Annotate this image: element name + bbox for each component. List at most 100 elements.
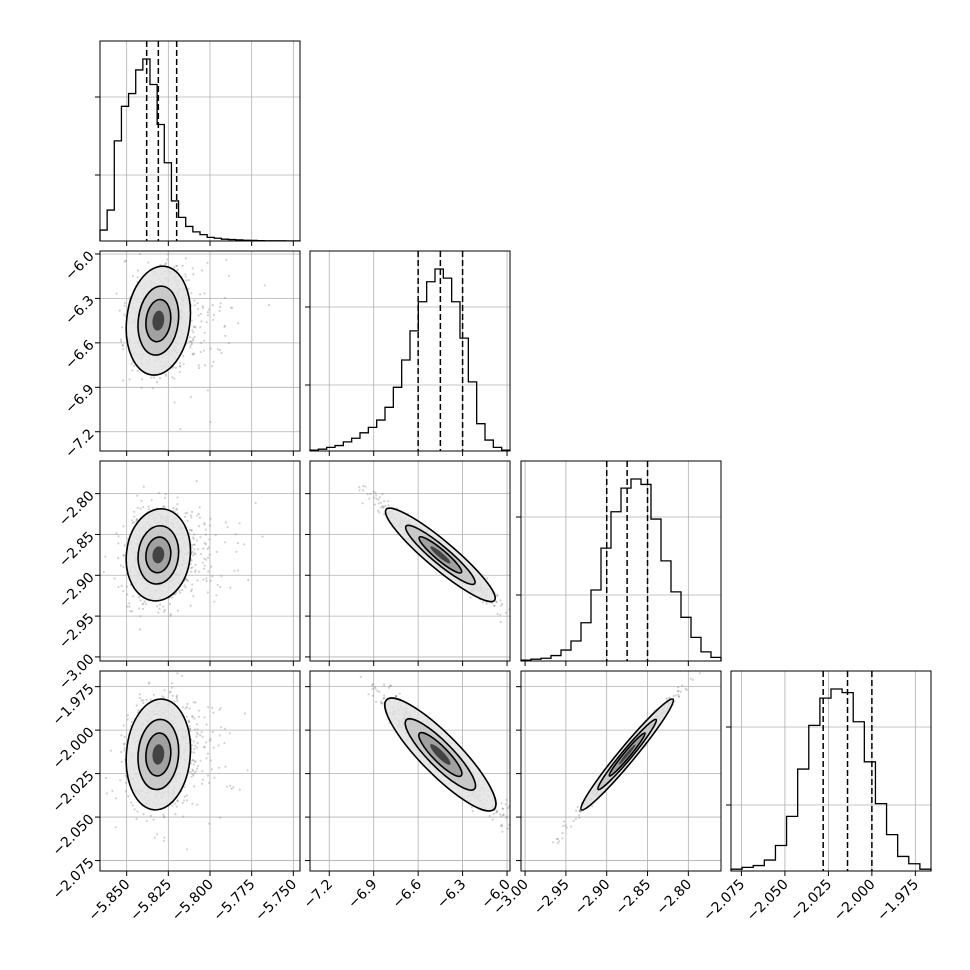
- sample-point: [195, 770, 198, 773]
- sample-point: [179, 591, 182, 595]
- sample-point: [122, 554, 125, 557]
- sample-point: [171, 694, 174, 697]
- sample-point: [127, 795, 130, 798]
- sample-point: [122, 379, 125, 382]
- sample-point: [388, 686, 391, 689]
- sample-point: [163, 610, 166, 613]
- sample-point: [183, 515, 187, 519]
- sample-point: [212, 313, 215, 316]
- sample-point: [578, 810, 581, 813]
- sample-point: [223, 325, 226, 328]
- sample-point: [142, 699, 145, 702]
- sample-point: [199, 552, 203, 556]
- sample-point: [197, 314, 200, 317]
- sample-point: [225, 258, 228, 261]
- sample-point: [188, 707, 191, 710]
- sample-point: [193, 751, 196, 754]
- sample-point: [182, 815, 185, 818]
- sample-point: [207, 570, 210, 573]
- sample-point: [193, 747, 196, 751]
- sample-point: [136, 494, 139, 497]
- sample-point: [192, 740, 195, 743]
- sample-point: [119, 564, 123, 567]
- sample-point: [191, 768, 194, 771]
- sample-point: [500, 802, 503, 805]
- sample-point: [166, 258, 169, 261]
- sample-point: [235, 550, 238, 553]
- sample-point: [218, 309, 221, 313]
- sample-point: [131, 804, 134, 807]
- sample-point: [184, 707, 187, 710]
- sample-point: [205, 723, 208, 726]
- sample-point: [199, 734, 202, 737]
- sample-point: [188, 720, 191, 723]
- sample-point: [120, 584, 123, 588]
- sample-point: [190, 588, 193, 591]
- sample-point: [190, 516, 193, 519]
- sample-point: [398, 692, 401, 695]
- sample-point: [181, 589, 184, 592]
- sample-point: [175, 366, 178, 369]
- sample-point: [382, 505, 385, 509]
- sample-point: [175, 805, 178, 808]
- sample-point: [189, 514, 192, 517]
- sample-point: [189, 730, 192, 733]
- sample-point: [491, 818, 494, 821]
- sample-point: [218, 348, 222, 352]
- sample-point: [115, 532, 118, 535]
- sample-point: [203, 523, 206, 526]
- sample-point: [190, 570, 193, 573]
- sample-point: [374, 687, 377, 690]
- sample-point: [191, 352, 194, 355]
- sample-point: [193, 760, 196, 763]
- sample-point: [193, 533, 196, 536]
- sample-point: [223, 324, 227, 327]
- sample-point: [114, 826, 117, 829]
- sample-point: [145, 819, 148, 823]
- sample-point: [236, 542, 239, 545]
- sample-point: [164, 493, 167, 496]
- sample-point: [470, 806, 473, 809]
- sample-point: [138, 697, 141, 700]
- sample-point: [130, 801, 133, 804]
- sample-point: [139, 599, 142, 602]
- sample-point: [168, 691, 171, 694]
- sample-point: [196, 302, 199, 305]
- sample-point: [176, 264, 179, 268]
- sample-point: [193, 543, 196, 546]
- sample-point: [147, 261, 150, 264]
- sample-point: [246, 769, 249, 772]
- sample-point: [198, 709, 201, 712]
- sample-point: [193, 548, 196, 551]
- sample-point: [185, 279, 188, 282]
- sample-point: [190, 590, 193, 593]
- panel-2-1-bg: [310, 461, 510, 661]
- sample-point: [193, 785, 196, 788]
- sample-point: [189, 346, 192, 349]
- sample-point: [197, 764, 200, 768]
- sample-point: [123, 735, 126, 739]
- sample-point: [186, 511, 189, 514]
- sample-point: [188, 725, 191, 728]
- sample-point: [163, 815, 166, 818]
- sample-point: [561, 831, 564, 835]
- sample-point: [138, 596, 141, 599]
- sample-point: [203, 331, 206, 334]
- sample-point: [366, 493, 369, 496]
- sample-point: [197, 525, 201, 528]
- sample-point: [389, 684, 392, 687]
- sample-point: [383, 694, 386, 697]
- sample-point: [111, 789, 114, 793]
- sample-point: [194, 744, 197, 748]
- sample-point: [190, 510, 194, 513]
- sample-point: [371, 687, 374, 691]
- sample-point: [193, 304, 196, 307]
- sample-point: [194, 553, 197, 556]
- sample-point: [184, 275, 187, 278]
- sample-point: [218, 766, 221, 769]
- sample-point: [136, 518, 139, 521]
- sample-point: [151, 387, 154, 390]
- sample-point: [175, 508, 178, 511]
- sample-point: [122, 724, 125, 727]
- sample-point: [210, 565, 213, 568]
